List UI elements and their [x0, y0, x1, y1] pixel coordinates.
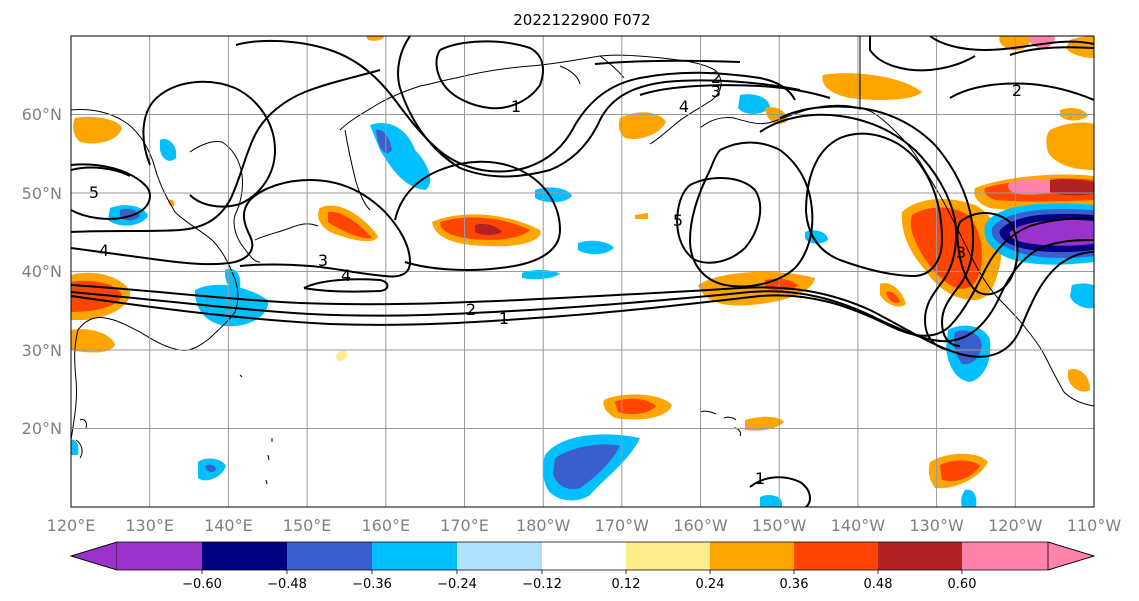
- colorbar-tick-label: 0.60: [948, 577, 977, 592]
- x-tick-label: 120°W: [988, 516, 1043, 535]
- map-title: 2022122900 F072: [513, 11, 650, 29]
- y-tick-label: 20°N: [22, 419, 62, 438]
- contour-label: 5: [89, 183, 99, 202]
- contour-label: 4: [99, 241, 109, 260]
- contour-label: 1: [755, 469, 765, 488]
- contour-label: 3: [956, 243, 966, 262]
- colorbar-tick-label: −0.48: [267, 577, 307, 592]
- x-tick-label: 140°E: [204, 516, 253, 535]
- colorbar-tick-label: 0.48: [864, 577, 893, 592]
- y-tick-label: 50°N: [22, 184, 62, 203]
- contour-label: 5: [673, 211, 683, 230]
- x-tick-label: 150°W: [752, 516, 807, 535]
- colorbar-segment: [794, 542, 878, 570]
- colorbar-tick-label: −0.24: [437, 577, 477, 592]
- colorbar-tick-label: −0.36: [352, 577, 392, 592]
- contour-labels: 1 2 2 3 3 4 4 4 5 5 1 2 3 1: [89, 68, 1022, 488]
- colorbar-segment: [202, 542, 287, 570]
- x-axis-labels: 120°E 130°E 140°E 150°E 160°E 170°E 180°…: [47, 516, 1122, 535]
- colorbar-segment: [878, 542, 962, 570]
- colorbar-tick-label: −0.12: [522, 577, 562, 592]
- y-axis-labels: 20°N 30°N 40°N 50°N 60°N: [22, 105, 62, 438]
- x-tick-label: 150°E: [283, 516, 332, 535]
- colorbar-segment: [962, 542, 1048, 570]
- x-tick-label: 180°W: [516, 516, 571, 535]
- colorbar-tick-label: 0.36: [780, 577, 809, 592]
- colorbar-extend-low: [69, 541, 118, 571]
- colorbar-segment: [117, 542, 202, 570]
- y-tick-label: 30°N: [22, 341, 62, 360]
- colorbar-tick-label: 0.24: [696, 577, 725, 592]
- x-tick-label: 170°W: [595, 516, 650, 535]
- contour-label: 2: [1012, 81, 1022, 100]
- colorbar-extend-high: [1047, 541, 1096, 571]
- colorbar-segment: [542, 542, 626, 570]
- contour-label: 2: [711, 68, 721, 87]
- colorbar-segment: [626, 542, 710, 570]
- contour-label: 1: [499, 309, 509, 328]
- map-area: 1 2 2 3 3 4 4 4 5 5 1 2 3 1: [71, 36, 1094, 507]
- x-tick-label: 160°E: [361, 516, 410, 535]
- x-tick-label: 160°W: [673, 516, 728, 535]
- contour-label: 3: [711, 82, 721, 101]
- gridlines: [71, 36, 1094, 507]
- y-tick-label: 40°N: [22, 262, 62, 281]
- contour-label: 3: [318, 251, 328, 270]
- contour-label: 1: [511, 97, 521, 116]
- contour-lines: [71, 36, 1094, 507]
- x-tick-label: 140°W: [831, 516, 886, 535]
- colorbar-tick-label: 0.12: [612, 577, 641, 592]
- contour-label: 4: [341, 266, 351, 285]
- colorbar-segment: [372, 542, 457, 570]
- colorbar-segment: [710, 542, 794, 570]
- colorbar-tick-label: −0.60: [182, 577, 222, 592]
- x-tick-label: 130°W: [909, 516, 964, 535]
- contour-label: 4: [679, 97, 689, 116]
- contour-label: 2: [466, 300, 476, 319]
- x-tick-label: 130°E: [125, 516, 174, 535]
- colorbar-segment: [457, 542, 542, 570]
- x-tick-label: 110°W: [1067, 516, 1122, 535]
- colorbar: −0.60 −0.48 −0.36 −0.24 −0.12 0.12 0.24 …: [69, 541, 1096, 592]
- y-tick-label: 60°N: [22, 105, 62, 124]
- x-tick-label: 120°E: [47, 516, 96, 535]
- colorbar-segment: [287, 542, 372, 570]
- x-tick-label: 170°E: [440, 516, 489, 535]
- shaded-anomalies: [71, 36, 1094, 507]
- map-frame: [70, 35, 1095, 508]
